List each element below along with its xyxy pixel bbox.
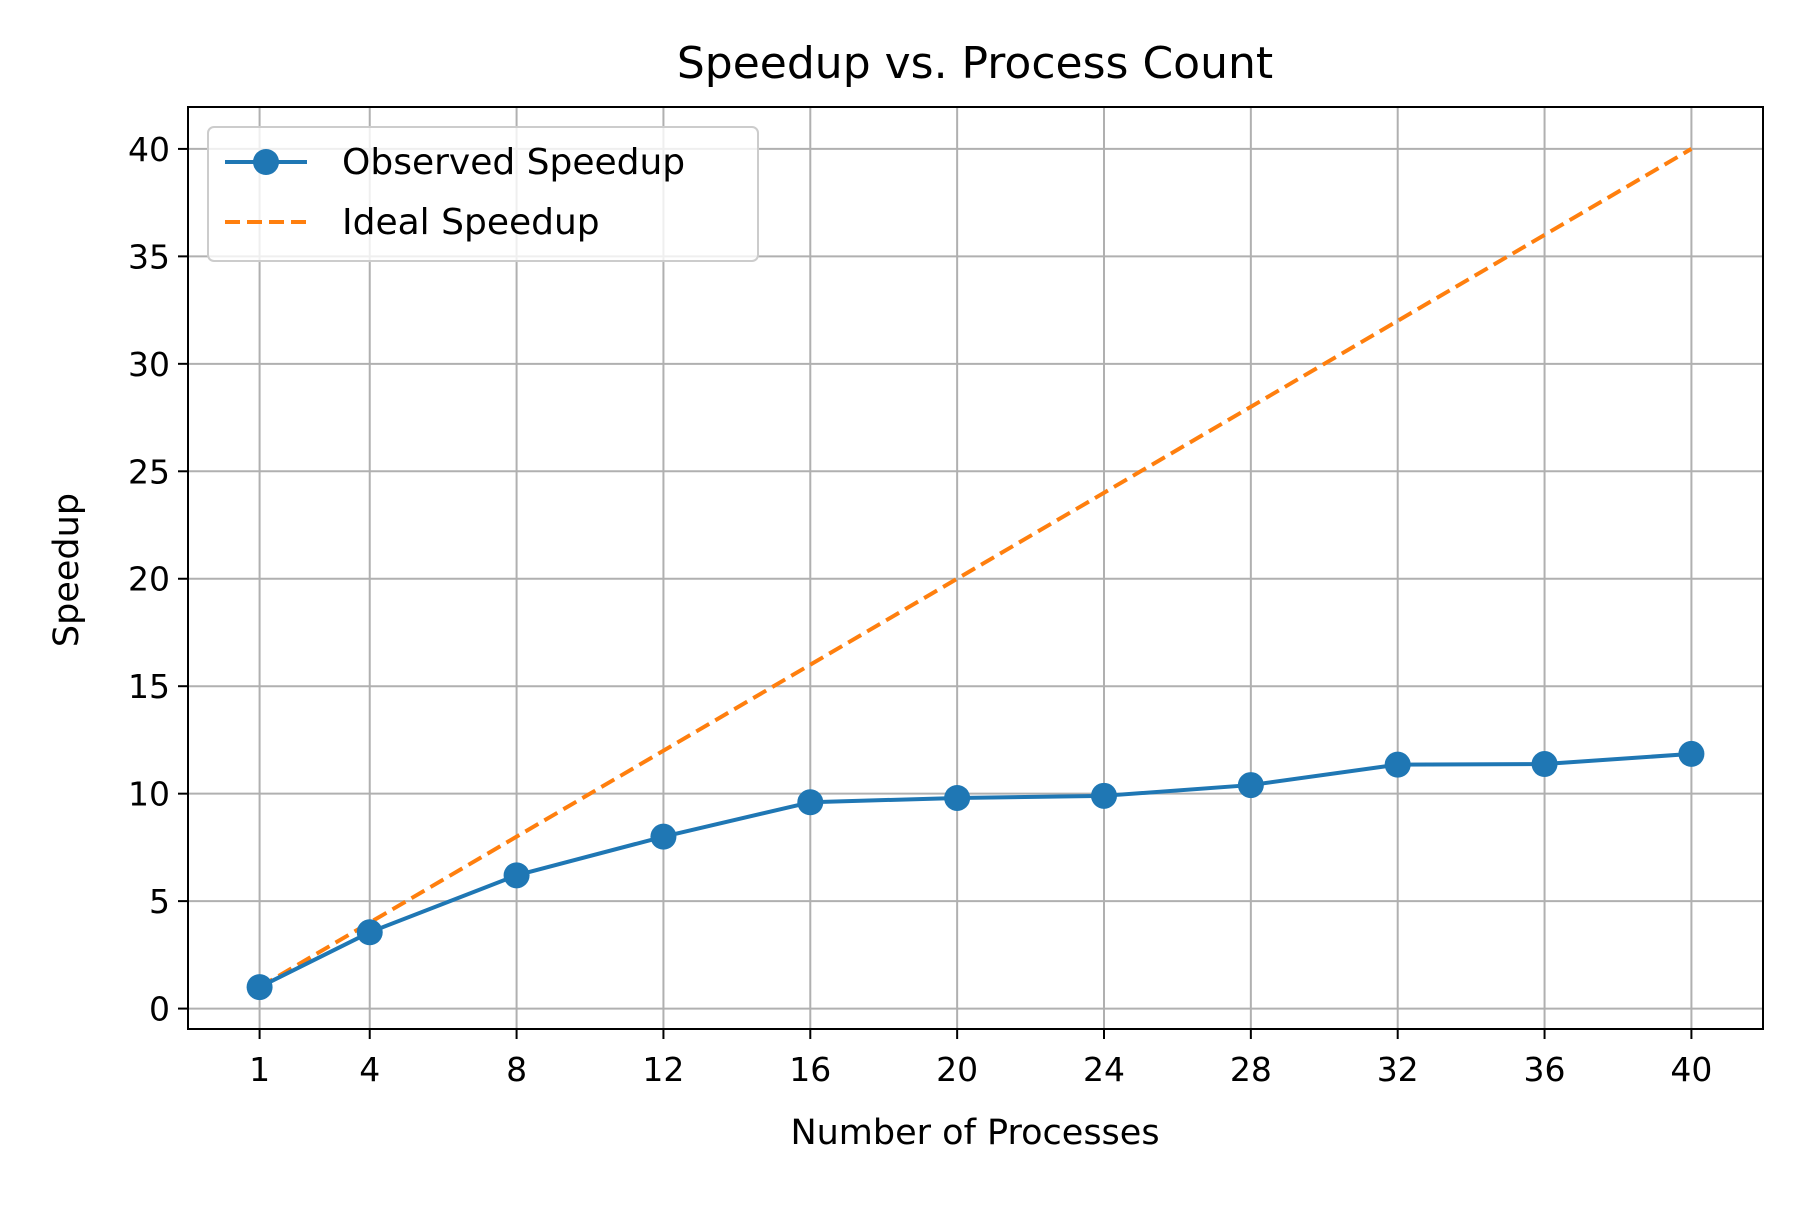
- x-tick-label: 1: [249, 1050, 270, 1089]
- y-tick-label: 0: [149, 990, 170, 1029]
- observed-speedup-point: [246, 974, 273, 1001]
- x-tick-label: 40: [1670, 1050, 1712, 1089]
- data-series: [246, 147, 1705, 1001]
- observed-speedup-point: [356, 919, 383, 946]
- plot-area-frame: [187, 106, 1764, 1030]
- observed-speedup-point: [650, 823, 677, 850]
- observed-speedup-point: [1237, 772, 1264, 799]
- observed-speedup-point: [1678, 740, 1705, 767]
- y-axis-label: Speedup: [47, 493, 87, 647]
- observed-speedup-point: [944, 784, 971, 811]
- x-axis-label: Number of Processes: [790, 1113, 1159, 1153]
- x-tick-label: 4: [359, 1050, 380, 1089]
- legend-observed-marker: [253, 149, 279, 175]
- y-tick-label: 40: [128, 130, 170, 169]
- x-tick-label: 32: [1377, 1050, 1419, 1089]
- y-tick-label: 10: [128, 775, 170, 814]
- x-tick-label: 20: [936, 1050, 978, 1089]
- observed-speedup-point: [1090, 782, 1117, 809]
- observed-speedup-point: [1384, 751, 1411, 778]
- chart-title: Speedup vs. Process Count: [677, 38, 1273, 89]
- y-tick-label: 20: [128, 560, 170, 599]
- observed-speedup-point: [1531, 751, 1558, 778]
- observed-speedup-point: [797, 789, 824, 816]
- legend-observed-label: Observed Speedup: [342, 142, 685, 183]
- legend-ideal-label: Ideal Speedup: [342, 202, 600, 243]
- axis-ticks: 1 4 8 12 16 20 24 28 32 36 40 0 5 10 15 20 25 30 35 40: [128, 130, 1712, 1089]
- x-tick-label: 16: [789, 1050, 831, 1089]
- y-tick-label: 15: [128, 667, 170, 706]
- y-tick-label: 30: [128, 345, 170, 384]
- observed-speedup-point: [503, 862, 530, 889]
- y-tick-label: 35: [128, 237, 170, 276]
- ideal-speedup-line: [258, 147, 1693, 989]
- x-tick-label: 8: [506, 1050, 527, 1089]
- x-tick-label: 36: [1524, 1050, 1566, 1089]
- y-tick-label: 5: [149, 882, 170, 921]
- y-tick-label: 25: [128, 452, 170, 491]
- x-tick-label: 28: [1230, 1050, 1272, 1089]
- legend: Observed Speedup Ideal Speedup: [207, 126, 759, 262]
- x-tick-label: 12: [642, 1050, 684, 1089]
- x-tick-label: 24: [1083, 1050, 1125, 1089]
- legend-box: [207, 126, 759, 262]
